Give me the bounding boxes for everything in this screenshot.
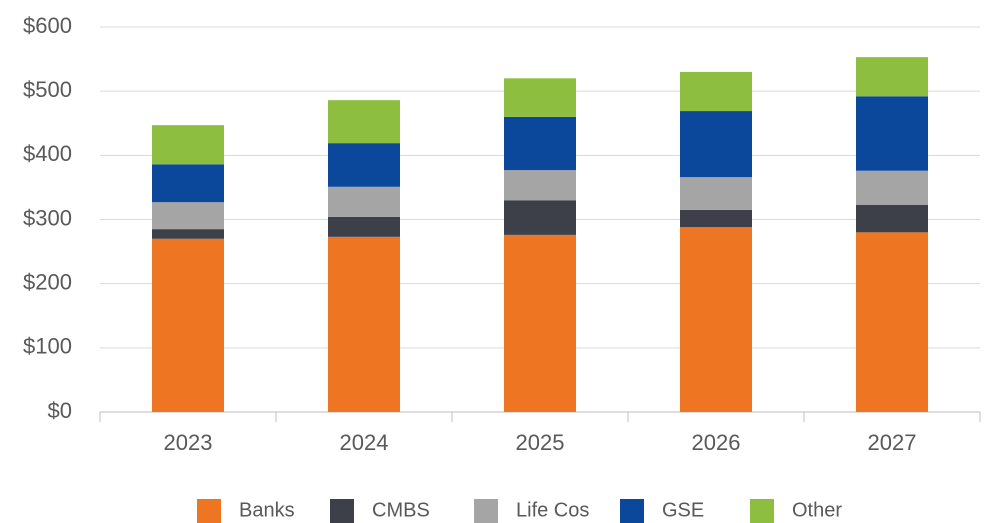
bar-segment bbox=[680, 111, 752, 178]
y-tick-label: $300 bbox=[23, 205, 72, 230]
legend-label: Life Cos bbox=[516, 499, 589, 521]
legend-label: Other bbox=[792, 499, 842, 521]
legend-swatch bbox=[197, 499, 221, 523]
bar-segment bbox=[152, 125, 224, 165]
bar-segment bbox=[504, 200, 576, 235]
y-tick-label: $500 bbox=[23, 77, 72, 102]
x-tick-label: 2025 bbox=[516, 430, 565, 455]
bar-segment bbox=[152, 238, 224, 412]
legend-swatch bbox=[620, 499, 644, 523]
legend-swatch bbox=[330, 499, 354, 523]
legend-label: CMBS bbox=[372, 499, 430, 521]
legend-swatch bbox=[750, 499, 774, 523]
bar-segment bbox=[504, 234, 576, 412]
y-tick-label: $200 bbox=[23, 269, 72, 294]
bar-segment bbox=[152, 229, 224, 239]
bar-segment bbox=[680, 227, 752, 412]
bar-segment bbox=[856, 96, 928, 171]
bar-segment bbox=[152, 164, 224, 203]
bar-segment bbox=[328, 100, 400, 144]
legend-label: Banks bbox=[239, 499, 295, 521]
x-tick-label: 2024 bbox=[340, 430, 389, 455]
bar-segment bbox=[680, 71, 752, 112]
y-tick-label: $400 bbox=[23, 141, 72, 166]
bar-segment bbox=[680, 177, 752, 210]
bar-segment bbox=[856, 232, 928, 412]
bar-segment bbox=[328, 186, 400, 217]
bar-segment bbox=[856, 204, 928, 233]
y-tick-label: $100 bbox=[23, 334, 72, 359]
legend-swatch bbox=[474, 499, 498, 523]
bar-segment bbox=[680, 209, 752, 228]
y-tick-label: $0 bbox=[48, 398, 72, 423]
bar-segment bbox=[328, 143, 400, 187]
bar-segment bbox=[152, 202, 224, 230]
bar-segment bbox=[504, 116, 576, 171]
bar-segment bbox=[328, 216, 400, 237]
bar-segment bbox=[504, 170, 576, 201]
legend-label: GSE bbox=[662, 499, 704, 521]
y-tick-label: $600 bbox=[23, 13, 72, 38]
bar-segment bbox=[856, 57, 928, 97]
x-tick-label: 2026 bbox=[692, 430, 741, 455]
x-tick-label: 2027 bbox=[868, 430, 917, 455]
bar-segment bbox=[504, 78, 576, 117]
x-tick-label: 2023 bbox=[164, 430, 213, 455]
bar-segment bbox=[328, 236, 400, 412]
bar-segment bbox=[856, 170, 928, 205]
